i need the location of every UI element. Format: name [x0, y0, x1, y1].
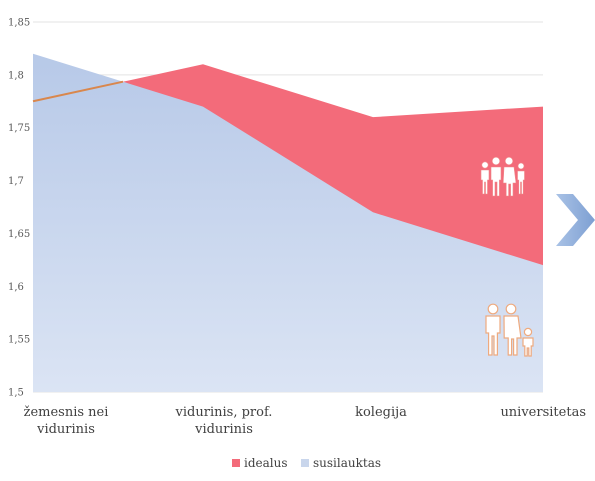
x-category-label: kolegija — [355, 405, 407, 420]
y-tick-label: 1,6 — [8, 282, 24, 293]
x-category-label: vidurinis, prof. — [175, 405, 273, 420]
y-axis: 1,5 1,55 1,6 1,65 1,7 1,75 1,8 1,85 — [8, 18, 30, 399]
legend: idealus susilauktas — [232, 456, 381, 470]
x-category-label: vidurinis — [36, 422, 95, 437]
legend-swatch-idealus — [232, 459, 240, 467]
y-tick-label: 1,55 — [8, 335, 30, 346]
family-large-icon — [480, 156, 525, 197]
y-tick-label: 1,65 — [8, 229, 30, 240]
legend-label-susilauktas: susilauktas — [313, 456, 381, 470]
y-tick-label: 1,5 — [8, 388, 24, 399]
plot-area — [32, 53, 543, 393]
chevron-right-icon — [556, 194, 595, 246]
x-axis: žemesnis nei vidurinis vidurinis, prof. vid… — [24, 405, 586, 437]
y-tick-label: 1,75 — [8, 123, 30, 134]
y-tick-label: 1,8 — [8, 70, 24, 81]
y-tick-label: 1,7 — [8, 176, 24, 187]
x-category-label: vidurinis — [194, 422, 253, 437]
x-category-label: universitetas — [500, 405, 586, 420]
family-small-icon — [485, 303, 534, 357]
legend-swatch-susilauktas — [301, 459, 309, 467]
legend-label-idealus: idealus — [244, 456, 288, 470]
line-idealus-segment — [32, 80, 124, 103]
x-category-label: žemesnis nei — [24, 405, 109, 420]
area-susilauktas — [33, 53, 543, 392]
y-tick-label: 1,85 — [8, 18, 30, 29]
